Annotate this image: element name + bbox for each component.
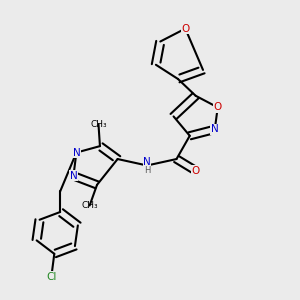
Text: O: O <box>191 166 200 176</box>
Text: N: N <box>70 171 77 181</box>
Text: O: O <box>214 102 222 112</box>
Text: N: N <box>211 124 219 134</box>
Text: H: H <box>144 166 150 175</box>
Text: CH₃: CH₃ <box>90 120 107 129</box>
Text: N: N <box>73 148 80 158</box>
Text: CH₃: CH₃ <box>81 201 98 210</box>
Text: O: O <box>181 24 190 34</box>
Text: Cl: Cl <box>46 272 56 282</box>
Text: N: N <box>143 158 151 167</box>
